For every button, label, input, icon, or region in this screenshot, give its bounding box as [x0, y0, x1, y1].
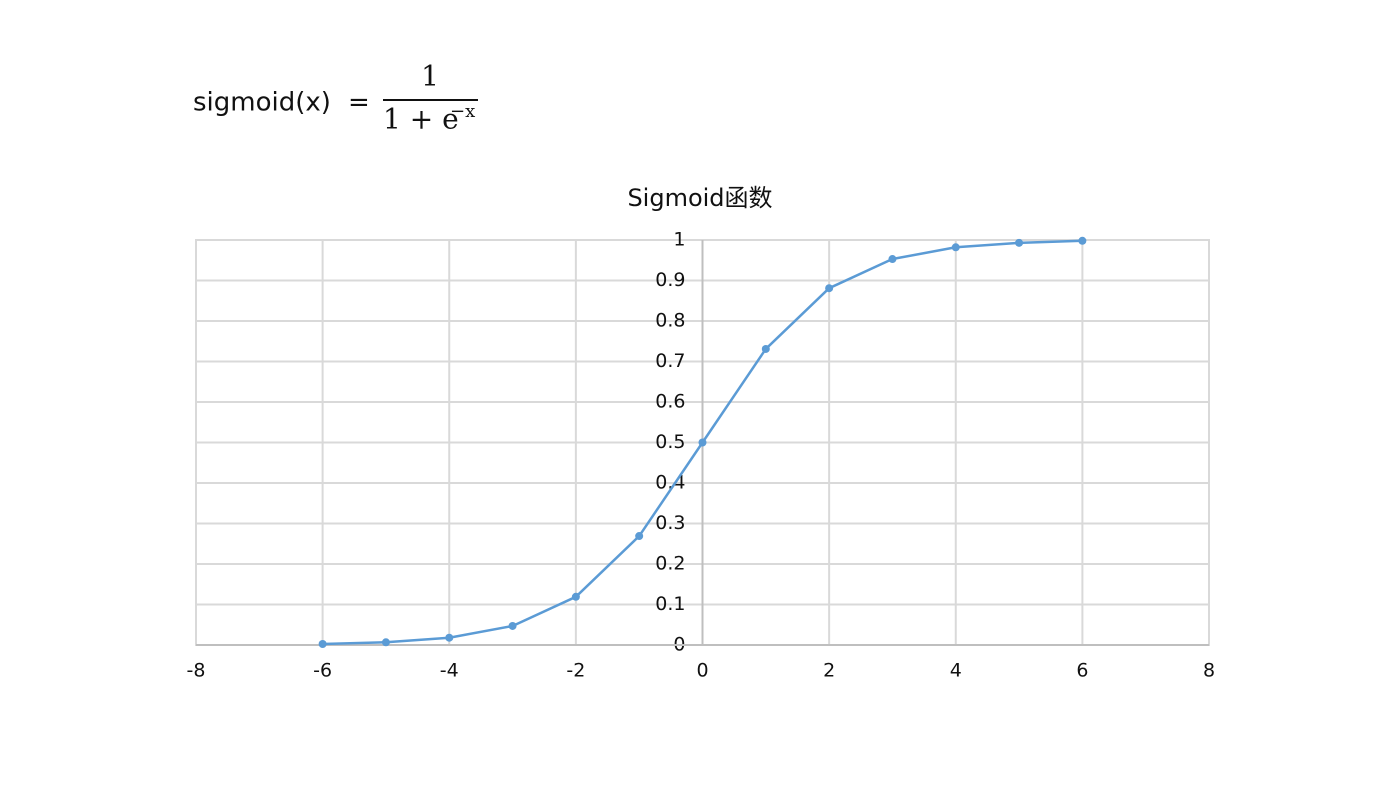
x-tick-label: -8 — [187, 660, 206, 682]
data-point — [698, 438, 707, 447]
data-point — [1078, 236, 1087, 245]
y-tick-label: 0.2 — [655, 553, 685, 575]
data-point — [381, 638, 390, 647]
formula: sigmoid(x) = 1 1 + e −x — [193, 60, 478, 136]
data-point — [571, 592, 580, 601]
formula-numerator: 1 — [421, 60, 439, 93]
data-point — [445, 633, 454, 642]
formula-lhs: sigmoid(x) — [193, 88, 331, 118]
data-point — [508, 621, 517, 630]
data-point — [1015, 238, 1024, 247]
y-tick-label: 0.3 — [655, 512, 685, 534]
x-tick-label: 2 — [823, 660, 835, 682]
x-tick-label: -6 — [313, 660, 332, 682]
y-tick-label: 1 — [673, 229, 685, 251]
data-point — [951, 243, 960, 252]
data-point — [761, 344, 770, 353]
chart-title: Sigmoid函数 — [627, 184, 772, 212]
y-tick-label: 0.7 — [655, 350, 685, 372]
y-tick-label: 0.6 — [655, 391, 685, 413]
x-tick-label: 0 — [696, 660, 708, 682]
x-tick-label: 8 — [1203, 660, 1215, 682]
x-tick-label: -2 — [566, 660, 585, 682]
y-tick-label: 0.5 — [655, 431, 685, 453]
x-tick-label: 6 — [1076, 660, 1088, 682]
formula-equals: = — [348, 88, 370, 118]
data-point — [635, 532, 644, 541]
data-point — [318, 639, 327, 648]
formula-exponent: −x — [450, 101, 475, 122]
y-tick-label: 0.9 — [655, 269, 685, 291]
x-tick-label: -4 — [440, 660, 459, 682]
y-tick-label: 0.1 — [655, 593, 685, 615]
formula-denominator: 1 + e — [383, 103, 459, 136]
data-point — [825, 284, 834, 293]
data-point — [888, 255, 897, 264]
x-tick-label: 4 — [950, 660, 962, 682]
y-tick-label: 0.8 — [655, 310, 685, 332]
